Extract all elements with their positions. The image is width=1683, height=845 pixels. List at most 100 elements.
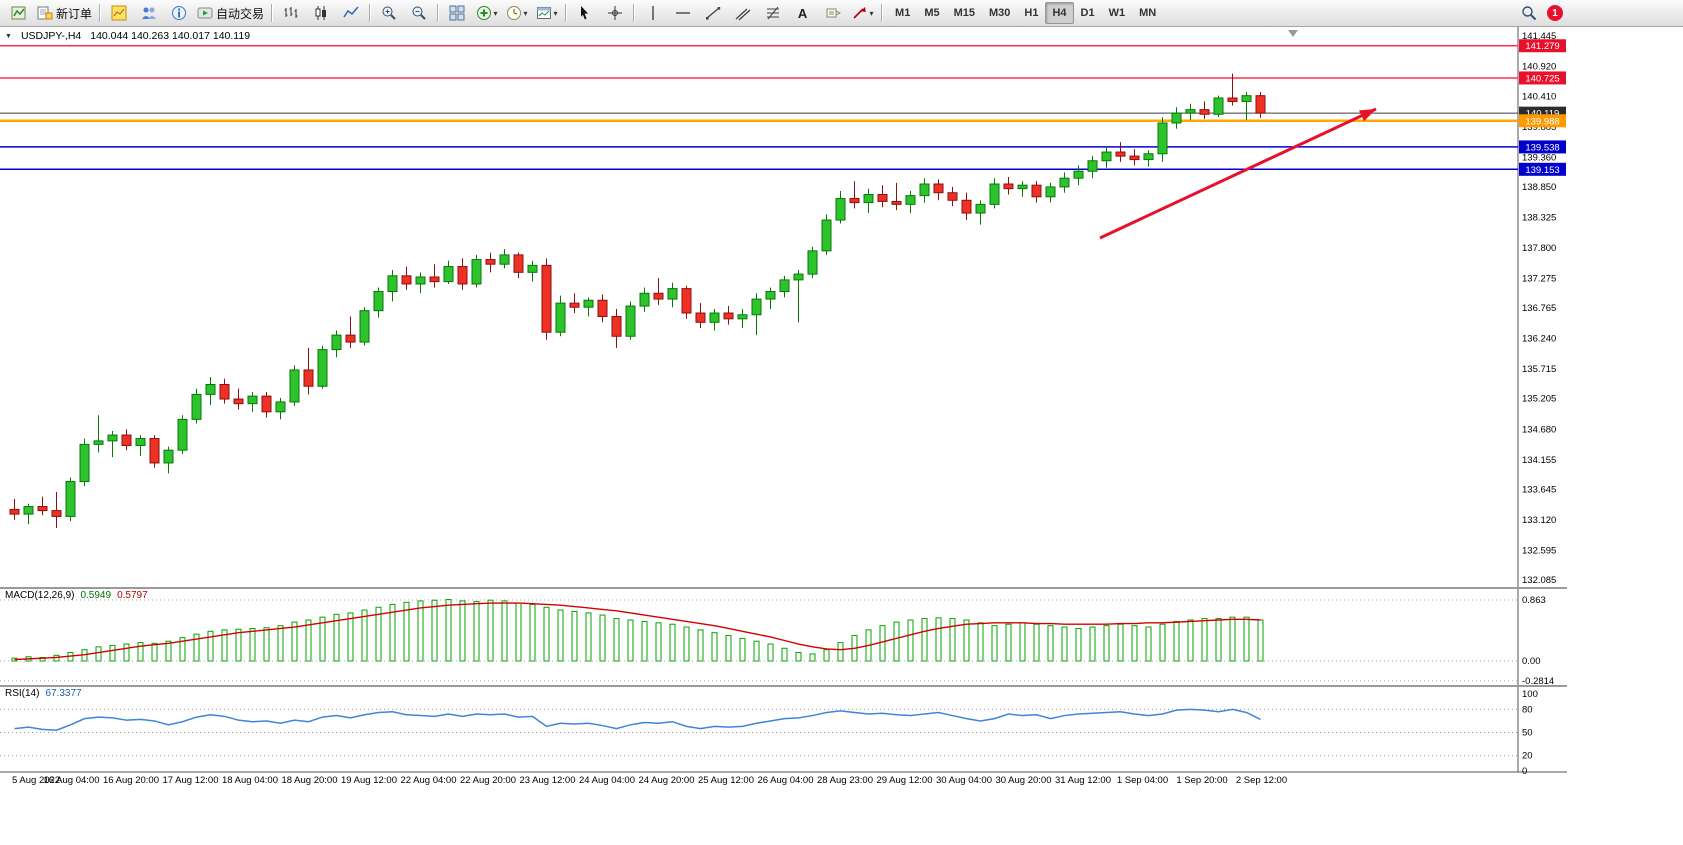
chevron-down-icon: ▾: [553, 8, 558, 18]
text-tool-label: A: [797, 5, 808, 21]
svg-text:134.680: 134.680: [1522, 424, 1556, 435]
crosshair-button[interactable]: [600, 1, 629, 25]
svg-text:135.205: 135.205: [1522, 394, 1556, 405]
bar-chart-button[interactable]: [276, 1, 305, 25]
new-order-button[interactable]: 新订单: [34, 1, 95, 25]
indicators-button[interactable]: ▾: [472, 1, 501, 25]
timeframe-mn[interactable]: MN: [1139, 7, 1157, 19]
cursor-icon: [580, 6, 588, 20]
shapes-button[interactable]: ▾: [848, 1, 877, 25]
fibonacci-button[interactable]: [758, 1, 787, 25]
svg-text:0: 0: [1522, 766, 1527, 777]
indicators-icon: [476, 6, 491, 20]
separator: [633, 4, 635, 22]
line-chart-icon: [342, 6, 359, 18]
svg-text:-0.2814: -0.2814: [1522, 676, 1554, 687]
label-icon: [826, 8, 841, 18]
search-icon: [1521, 6, 1536, 21]
svg-text:50: 50: [1522, 728, 1533, 739]
tile-windows-icon: [449, 5, 465, 21]
tile-windows-button[interactable]: [442, 1, 471, 25]
timeframe-group: M1 M5 M15 M30 H1 H4 D1 W1 MN: [888, 2, 1163, 24]
new-order-label: 新订单: [56, 6, 93, 21]
timeframe-h1[interactable]: H1: [1024, 7, 1039, 19]
svg-text:1 Sep 20:00: 1 Sep 20:00: [1176, 775, 1227, 786]
timeframe-m1[interactable]: M1: [895, 7, 911, 19]
auto-trading-button[interactable]: 自动交易: [194, 1, 267, 25]
data-window-button[interactable]: [164, 1, 193, 25]
macd-indicator-label: MACD(12,26,9) 0.5949 0.5797: [5, 590, 148, 601]
svg-text:140.725: 140.725: [1525, 73, 1559, 84]
svg-text:24 Aug 04:00: 24 Aug 04:00: [579, 775, 635, 786]
search-button[interactable]: [1514, 1, 1543, 25]
new-order-icon: [37, 6, 53, 20]
svg-text:22 Aug 04:00: 22 Aug 04:00: [401, 775, 457, 786]
timeframe-w1[interactable]: W1: [1108, 7, 1126, 19]
symbol-timeframe-label: USDJPY-,H4: [20, 30, 82, 42]
svg-text:1 Sep 04:00: 1 Sep 04:00: [1117, 775, 1168, 786]
line-chart-button[interactable]: [336, 1, 365, 25]
chevron-down-icon: ▾: [493, 8, 498, 18]
timeframe-m30[interactable]: M30: [989, 7, 1011, 19]
svg-text:100: 100: [1522, 689, 1538, 700]
trendline-icon: [705, 7, 720, 20]
zoom-in-button[interactable]: [374, 1, 403, 25]
svg-text:138.325: 138.325: [1522, 212, 1556, 223]
svg-text:136.240: 136.240: [1522, 334, 1556, 345]
svg-text:18 Aug 20:00: 18 Aug 20:00: [282, 775, 338, 786]
auto-trading-label: 自动交易: [216, 6, 265, 21]
svg-text:25 Aug 12:00: 25 Aug 12:00: [698, 775, 754, 786]
text-button[interactable]: A: [788, 1, 817, 25]
svg-text:22 Aug 20:00: 22 Aug 20:00: [460, 775, 516, 786]
svg-text:20: 20: [1522, 751, 1533, 762]
svg-text:139.153: 139.153: [1525, 165, 1559, 176]
periods-button[interactable]: ▾: [502, 1, 531, 25]
cursor-button[interactable]: [570, 1, 599, 25]
timeframe-m15[interactable]: M15: [953, 7, 975, 19]
market-watch-button[interactable]: [134, 1, 163, 25]
chevron-down-icon: ▾: [869, 8, 874, 18]
notification-badge[interactable]: 1: [1547, 5, 1563, 21]
macd-main-value: 0.5949: [80, 590, 112, 601]
svg-text:133.120: 133.120: [1522, 515, 1556, 526]
rsi-name: RSI(14): [5, 688, 40, 699]
fibonacci-icon: [766, 6, 779, 20]
chart-dropdown-icon[interactable]: ▼: [5, 32, 12, 40]
rsi-indicator-label: RSI(14) 67.3377: [5, 688, 82, 699]
separator: [99, 4, 101, 22]
chart-profiles-button[interactable]: [104, 1, 133, 25]
candlestick-chart-button[interactable]: [306, 1, 335, 25]
channel-icon: [735, 8, 750, 21]
svg-text:140.410: 140.410: [1522, 91, 1556, 102]
svg-text:140.119: 140.119: [1526, 109, 1560, 120]
svg-text:134.155: 134.155: [1522, 455, 1556, 466]
svg-text:19 Aug 12:00: 19 Aug 12:00: [341, 775, 397, 786]
label-button[interactable]: [818, 1, 847, 25]
template-icon: [536, 7, 551, 19]
svg-text:132.595: 132.595: [1522, 545, 1556, 556]
separator: [437, 4, 439, 22]
svg-text:140.920: 140.920: [1522, 62, 1556, 73]
timeframe-d1[interactable]: D1: [1080, 7, 1095, 19]
crosshair-icon: [607, 6, 622, 20]
svg-text:23 Aug 12:00: 23 Aug 12:00: [520, 775, 576, 786]
auto-trading-icon: [197, 7, 213, 19]
timeframe-m5[interactable]: M5: [924, 7, 940, 19]
clock-icon: [506, 6, 521, 20]
svg-text:132.085: 132.085: [1522, 575, 1556, 586]
timeframe-h4[interactable]: H4: [1045, 2, 1074, 24]
svg-text:139.988: 139.988: [1525, 116, 1559, 127]
templates-button[interactable]: ▾: [532, 1, 561, 25]
svg-text:137.275: 137.275: [1522, 273, 1556, 284]
trendline-button[interactable]: [698, 1, 727, 25]
vertical-line-button[interactable]: [638, 1, 667, 25]
separator: [565, 4, 567, 22]
zoom-out-button[interactable]: [404, 1, 433, 25]
channel-button[interactable]: [728, 1, 757, 25]
zoom-out-icon: [412, 6, 426, 20]
separator: [369, 4, 371, 22]
horizontal-line-icon: [675, 12, 690, 14]
horizontal-line-button[interactable]: [668, 1, 697, 25]
